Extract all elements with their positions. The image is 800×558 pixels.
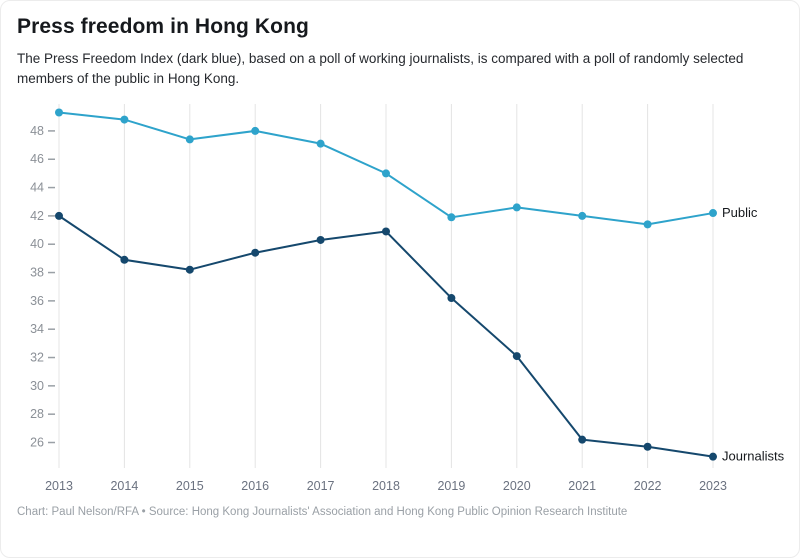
y-tick-label: 38	[30, 266, 44, 280]
data-point	[55, 108, 63, 117]
data-point	[185, 135, 194, 144]
x-tick-label: 2019	[437, 479, 465, 493]
page-title: Press freedom in Hong Kong	[17, 15, 309, 38]
data-point	[512, 352, 521, 361]
data-point	[447, 294, 456, 303]
chart-subtitle: The Press Freedom Index (dark blue), bas…	[17, 51, 744, 86]
y-tick-label: 28	[30, 407, 44, 421]
x-tick-label: 2015	[176, 479, 204, 493]
chart-area: 26 28 30 32 34 36 38 40 42 44 46 48 2013 2014 2015 2016…	[17, 94, 785, 498]
series-label-journalists: Journalists	[722, 449, 785, 464]
data-point	[120, 115, 129, 124]
series-label-public: Public	[722, 205, 758, 220]
data-point	[185, 265, 194, 274]
data-point	[55, 212, 63, 221]
y-tick-label: 46	[30, 152, 44, 166]
y-tick-label: 42	[30, 209, 44, 223]
x-tick-label: 2014	[110, 479, 138, 493]
data-point	[120, 255, 129, 264]
data-point	[382, 169, 390, 178]
y-tick-label: 36	[30, 294, 44, 308]
x-tick-label: 2022	[634, 479, 662, 493]
data-point	[643, 220, 652, 229]
x-tick-label: 2016	[241, 479, 269, 493]
y-tick-label: 32	[30, 351, 44, 365]
y-tick-label: 40	[30, 237, 44, 251]
y-tick-label: 30	[30, 379, 44, 393]
data-point	[251, 248, 260, 257]
x-tick-label: 2020	[503, 479, 531, 493]
y-tick-label: 34	[30, 322, 44, 336]
data-point	[316, 139, 325, 148]
data-point	[316, 236, 325, 245]
chart-credit: Chart: Paul Nelson/RFA • Source: Hong Ko…	[17, 506, 628, 519]
data-point	[447, 213, 456, 222]
line-chart: 26 28 30 32 34 36 38 40 42 44 46 48 2013 2014 2015 2016…	[30, 104, 785, 493]
data-point	[382, 227, 390, 236]
data-point	[709, 209, 717, 218]
x-tick-label: 2023	[699, 479, 727, 493]
data-point	[578, 212, 587, 221]
data-point	[578, 435, 587, 444]
y-tick-label: 48	[30, 124, 44, 138]
x-tick-label: 2013	[45, 479, 73, 493]
data-point	[512, 203, 521, 212]
data-point	[251, 127, 260, 136]
data-point	[643, 442, 652, 451]
x-tick-label: 2021	[568, 479, 596, 493]
data-point	[709, 452, 717, 461]
x-tick-label: 2018	[372, 479, 400, 493]
y-tick-label: 44	[30, 181, 44, 195]
y-tick-label: 26	[30, 436, 44, 450]
x-tick-label: 2017	[307, 479, 335, 493]
